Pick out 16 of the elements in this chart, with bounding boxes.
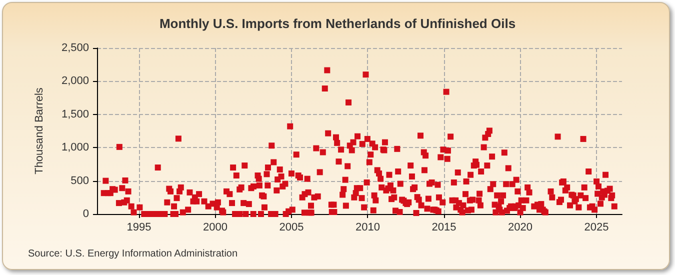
- x-tick-label: 2010: [355, 222, 380, 234]
- y-tick-label: 1,500: [61, 108, 89, 120]
- x-tick-label: 2015: [432, 222, 456, 234]
- chart-title: Monthly U.S. Imports from Netherlands of Unfinished Oils: [159, 16, 516, 31]
- x-tick-label: 2025: [584, 222, 609, 234]
- y-tick-label: 0: [82, 208, 89, 220]
- x-tick-label: 2020: [508, 222, 533, 234]
- y-tick-label: 2,500: [61, 42, 89, 54]
- x-tick-label: 1995: [126, 222, 152, 234]
- y-axis-title: Thousand Barrels: [34, 87, 46, 174]
- x-tick-label: 2000: [202, 222, 228, 234]
- source-note: Source: U.S. Energy Information Administration: [28, 248, 238, 260]
- y-tick-label: 1,000: [61, 142, 89, 154]
- y-tick-label: 500: [70, 174, 89, 187]
- y-tick-label: 2,000: [61, 75, 89, 88]
- x-tick-label: 2005: [279, 222, 304, 234]
